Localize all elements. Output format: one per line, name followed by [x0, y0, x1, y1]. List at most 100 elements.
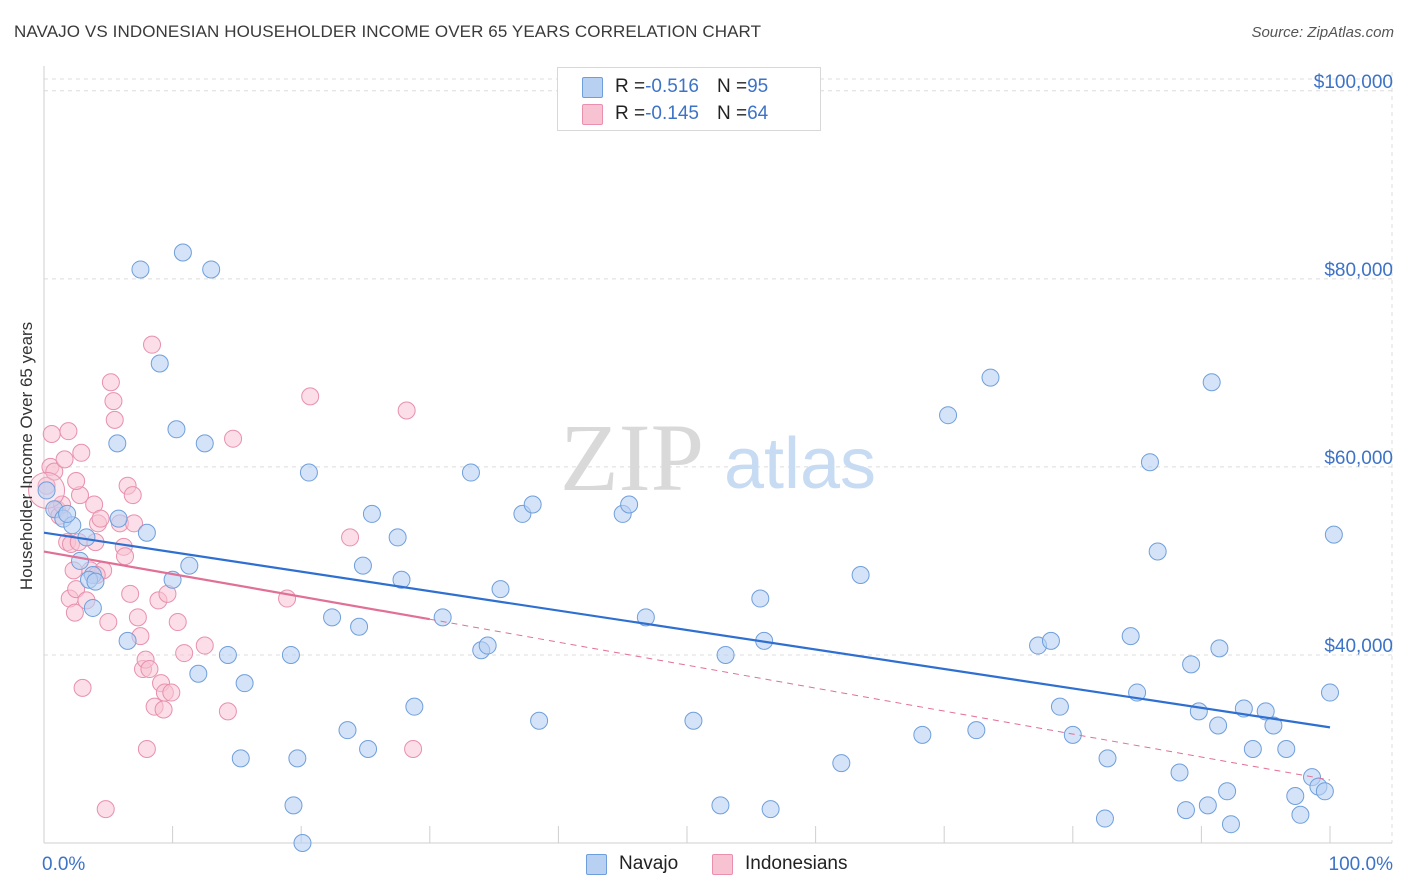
navajo-point — [235, 674, 254, 693]
indonesian-point — [162, 683, 181, 702]
navajo-point — [1264, 716, 1283, 735]
indonesian-swatch — [712, 853, 733, 875]
navajo-point — [1321, 683, 1339, 702]
navajo-point — [37, 481, 56, 500]
indonesian-trend-line — [43, 550, 430, 621]
navajo-point — [1277, 739, 1296, 758]
navajo-point — [1050, 697, 1069, 716]
indonesian-point — [154, 700, 173, 719]
navajo-point — [711, 796, 730, 815]
watermark-atlas: atlas — [724, 424, 876, 504]
indonesian-point — [218, 702, 237, 721]
navajo-point — [523, 495, 542, 514]
y-tick-label: $80,000 — [1324, 260, 1393, 281]
trend-lines — [43, 531, 1331, 781]
indonesian-trend-extension — [429, 618, 1331, 781]
legend-r-value: -0.145 — [645, 103, 699, 124]
indonesian-point — [121, 584, 140, 603]
indonesian-point — [104, 392, 123, 411]
indonesian-point — [175, 644, 194, 663]
navajo-point — [58, 504, 77, 523]
navajo-point — [1209, 716, 1228, 735]
indonesian-point — [99, 613, 118, 632]
indonesian-swatch — [582, 103, 603, 125]
indonesian-point — [45, 462, 64, 481]
navajo-point — [1182, 655, 1201, 674]
navajo-point — [189, 664, 208, 683]
navajo-point — [86, 572, 105, 591]
navajo-point — [433, 608, 452, 627]
navajo-point — [299, 463, 318, 482]
legend-row-navajo: R = -0.516 N = 95 — [582, 75, 768, 99]
indonesian-point — [59, 422, 78, 441]
indonesian-point — [397, 401, 416, 420]
navajo-point — [281, 645, 300, 664]
navajo-point — [1218, 782, 1237, 801]
navajo-point — [195, 434, 214, 453]
y-axis-title: Householder Income Over 65 years — [17, 322, 36, 590]
indonesian-point — [72, 443, 91, 462]
navajo-point — [1286, 786, 1305, 805]
navajo-point — [1189, 702, 1208, 721]
navajo-point — [1324, 525, 1343, 544]
watermark: ZIP atlas — [560, 404, 876, 511]
navajo-point — [359, 739, 378, 758]
series-name-navajo: Navajo — [619, 853, 679, 874]
navajo-point — [1121, 627, 1140, 646]
indonesian-point — [140, 660, 159, 679]
indonesian-point — [341, 528, 360, 547]
navajo-point — [1202, 373, 1221, 392]
legend-n-value: 64 — [747, 103, 769, 124]
indonesian-point — [65, 603, 84, 622]
y-tick-label: $100,000 — [1314, 72, 1393, 93]
indonesian-point — [128, 608, 147, 627]
indonesian-point — [143, 335, 162, 354]
legend-r-value: -0.516 — [645, 76, 699, 97]
navajo-point — [684, 711, 703, 730]
indonesian-point — [96, 800, 115, 819]
navajo-point — [716, 645, 735, 664]
navajo-point — [1176, 801, 1195, 820]
navajo-point — [353, 556, 372, 575]
navajo-point — [478, 636, 497, 655]
navajo-point — [761, 800, 780, 819]
navajo-point — [620, 495, 639, 514]
navajo-point — [83, 598, 102, 617]
indonesian-point — [101, 373, 120, 392]
navajo-point — [1140, 453, 1159, 472]
indonesian-point — [116, 547, 135, 566]
navajo-point — [150, 354, 169, 373]
indonesian-point — [224, 429, 243, 448]
navajo-point — [1210, 639, 1229, 658]
navajo-swatch — [586, 853, 607, 875]
axis-labels: $40,000 $60,000 $80,000 $100,000 0.0% 100.0% H… — [17, 72, 1393, 875]
navajo-point — [636, 608, 655, 627]
chart-title: NAVAJO VS INDONESIAN HOUSEHOLDER INCOME … — [14, 22, 762, 41]
indonesian-point — [42, 424, 61, 443]
source-label: Source: ZipAtlas.com — [1251, 24, 1394, 41]
navajo-point — [939, 406, 958, 425]
y-tick-label: $40,000 — [1324, 636, 1393, 657]
indonesian-point — [404, 739, 423, 758]
x-tick-label-max: 100.0% — [1329, 854, 1394, 875]
indonesian-points — [28, 335, 423, 819]
navajo-point — [108, 434, 127, 453]
indonesian-point — [301, 387, 320, 406]
navajo-point — [284, 796, 303, 815]
navajo-point — [350, 617, 369, 636]
navajo-point — [981, 368, 1000, 387]
navajo-point — [131, 260, 150, 279]
navajo-point — [967, 721, 986, 740]
navajo-point — [913, 725, 932, 744]
navajo-point — [1098, 749, 1117, 768]
bottom-legend-indonesians: Indonesians — [712, 852, 847, 876]
navajo-point — [173, 243, 192, 262]
indonesian-point — [67, 580, 86, 599]
navajo-swatch — [582, 76, 603, 98]
navajo-trend-line — [43, 531, 1331, 729]
navajo-point — [1198, 796, 1217, 815]
navajo-point — [167, 420, 186, 439]
legend-r-label: R = — [615, 103, 646, 124]
navajo-point — [461, 463, 480, 482]
